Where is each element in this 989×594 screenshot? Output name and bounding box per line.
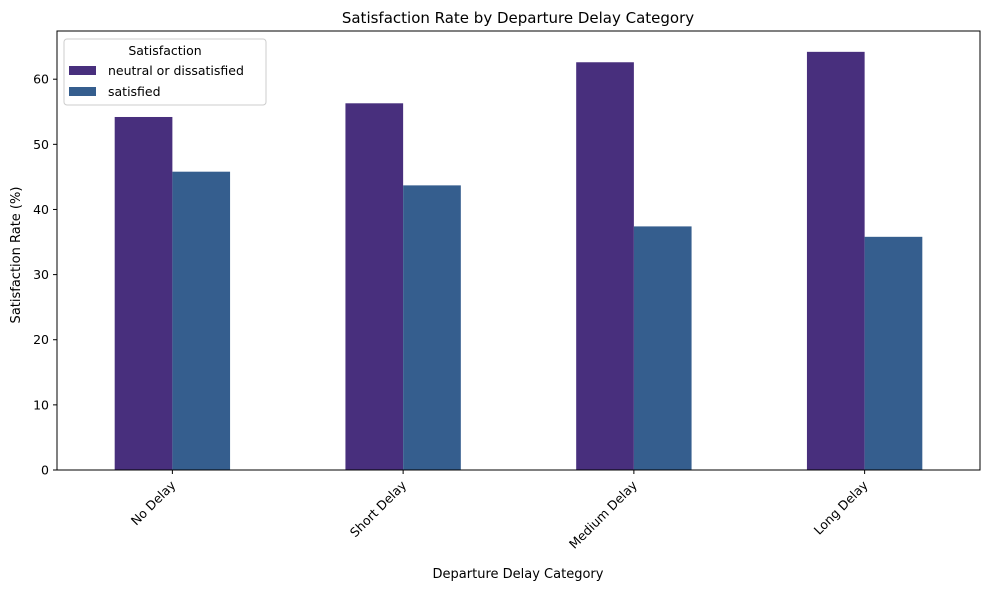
y-tick-label-4: 40 bbox=[33, 202, 49, 217]
legend-box bbox=[63, 38, 267, 106]
legend-title: Satisfaction bbox=[128, 43, 201, 58]
legend: Satisfaction neutral or dissatisfied satis… bbox=[63, 38, 267, 106]
x-tick-label-0: No Delay bbox=[128, 477, 179, 528]
bar-neutral-or-dissatisfied-3 bbox=[806, 51, 865, 471]
y-tick-label-5: 50 bbox=[33, 137, 49, 152]
bar-satisfied-0 bbox=[172, 171, 231, 470]
y-tick-label-2: 20 bbox=[33, 332, 49, 347]
bar-satisfied-1 bbox=[403, 185, 461, 470]
legend-swatch-0 bbox=[69, 66, 96, 75]
bar-satisfied-2 bbox=[633, 226, 692, 470]
bar-neutral-or-dissatisfied-1 bbox=[345, 103, 404, 471]
x-tick-label-1: Short Delay bbox=[347, 477, 410, 540]
legend-label-1: satisfied bbox=[108, 84, 161, 99]
plot-area: 0 10 20 30 40 50 60 No Delay Short Delay Medium D… bbox=[33, 30, 981, 552]
legend-label-0: neutral or dissatisfied bbox=[108, 63, 244, 78]
bar-satisfied-3 bbox=[864, 236, 923, 470]
y-axis-label: Satisfaction Rate (%) bbox=[9, 187, 24, 324]
chart-title: Satisfaction Rate by Departure Delay Cat… bbox=[342, 9, 694, 27]
y-tick-label-3: 30 bbox=[33, 267, 49, 282]
x-tick-label-3: Long Delay bbox=[811, 477, 872, 538]
plot-frame bbox=[56, 30, 981, 471]
y-tick-label-0: 0 bbox=[41, 463, 49, 478]
y-tick-label-6: 60 bbox=[33, 72, 49, 87]
x-axis-label: Departure Delay Category bbox=[433, 567, 604, 582]
x-tick-label-2: Medium Delay bbox=[566, 477, 641, 552]
bar-neutral-or-dissatisfied-2 bbox=[576, 62, 634, 470]
bar-neutral-or-dissatisfied-0 bbox=[114, 116, 173, 470]
y-tick-label-1: 10 bbox=[33, 397, 49, 412]
legend-swatch-1 bbox=[69, 87, 96, 96]
